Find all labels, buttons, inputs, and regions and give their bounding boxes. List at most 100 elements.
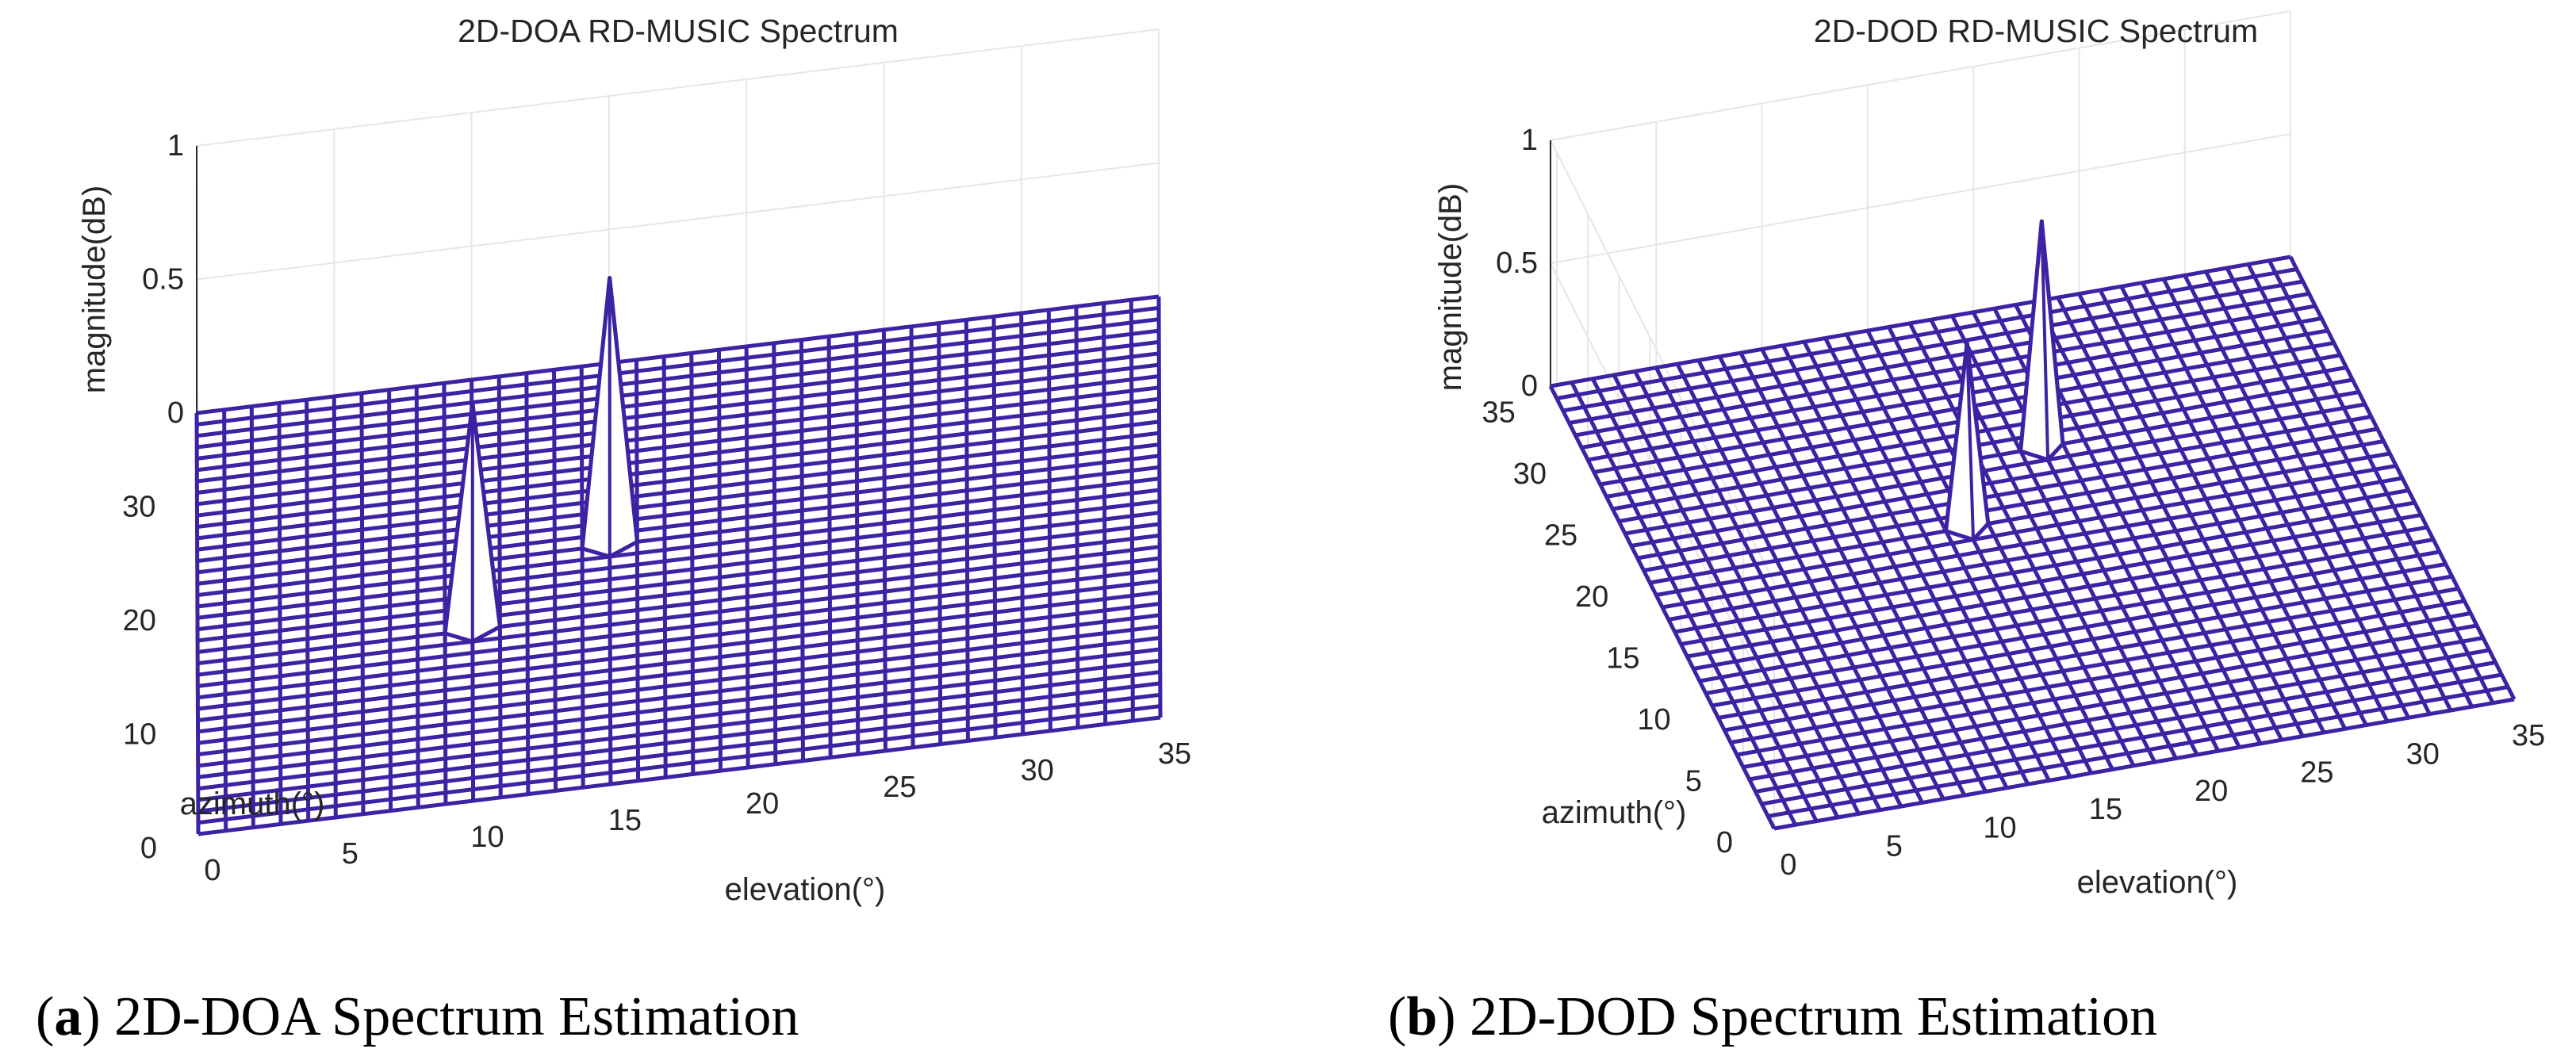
y-axis-label: azimuth(°) bbox=[1542, 795, 1687, 830]
mesh-row bbox=[1712, 574, 2453, 708]
mesh-row bbox=[1767, 685, 2509, 818]
mesh-row bbox=[1705, 562, 2447, 695]
mesh-column bbox=[552, 369, 558, 791]
mesh-row bbox=[197, 511, 1160, 632]
mesh-row bbox=[197, 681, 1161, 802]
peak-spike bbox=[1944, 341, 1991, 542]
mesh-column bbox=[222, 409, 228, 831]
z-tick-label: 0.5 bbox=[1496, 247, 1538, 280]
mesh-row bbox=[1668, 488, 2409, 622]
mesh-column bbox=[524, 373, 531, 794]
mesh-column bbox=[2204, 270, 2432, 715]
mesh-column bbox=[414, 386, 420, 808]
mesh-row bbox=[197, 590, 1160, 711]
mesh-row bbox=[196, 328, 1160, 450]
y-tick-label: 5 bbox=[1685, 765, 1702, 798]
mesh-column bbox=[991, 316, 998, 738]
peak-ridge bbox=[1965, 343, 1975, 540]
mesh-column bbox=[1129, 300, 1135, 721]
mesh-row bbox=[1649, 341, 2390, 585]
mesh-row bbox=[197, 636, 1160, 756]
mesh-row bbox=[196, 362, 1160, 484]
mesh-column bbox=[359, 392, 366, 814]
mesh-row bbox=[1723, 599, 2465, 733]
mesh-column bbox=[2056, 297, 2284, 741]
mesh-row bbox=[197, 454, 1160, 575]
mesh-column bbox=[1718, 355, 1945, 800]
y-tick-label: 25 bbox=[1544, 519, 1577, 553]
mesh-column bbox=[1548, 385, 1777, 830]
mesh-row bbox=[197, 602, 1160, 722]
mesh-row bbox=[1550, 255, 2291, 388]
mesh-column bbox=[661, 356, 668, 778]
mesh-column bbox=[854, 333, 861, 755]
mesh-row bbox=[1631, 415, 2372, 548]
mesh-column bbox=[2141, 281, 2368, 726]
mesh-column bbox=[1781, 344, 2009, 789]
mesh-row bbox=[197, 431, 1160, 552]
mesh-row bbox=[197, 419, 1160, 541]
mesh-column bbox=[1887, 326, 2114, 771]
mesh-column bbox=[909, 326, 915, 748]
y-tick-label: 15 bbox=[1606, 642, 1639, 676]
mesh-column bbox=[305, 400, 311, 821]
y-tick-label: 10 bbox=[1637, 703, 1670, 737]
mesh-column bbox=[2034, 300, 2263, 745]
mesh-row bbox=[1749, 648, 2490, 782]
x-tick-label: 10 bbox=[1983, 811, 2016, 844]
mesh-row bbox=[1569, 292, 2310, 425]
mesh-row bbox=[197, 579, 1160, 700]
mesh-column bbox=[1102, 303, 1108, 725]
mesh-row bbox=[1699, 549, 2440, 683]
panel-doa: 0 5 10 15 20 25 30 35 0 10 20 30 0 0.5 1 2D-DOA RD-MUS… bbox=[36, 13, 1191, 1047]
mesh-column bbox=[194, 412, 201, 835]
mesh-row bbox=[1618, 219, 2359, 523]
x-tick-label: 35 bbox=[1158, 737, 1191, 771]
mesh-column bbox=[2267, 259, 2495, 704]
mesh-row bbox=[197, 670, 1161, 791]
mesh-row bbox=[1755, 660, 2496, 794]
mesh-column bbox=[2246, 263, 2474, 708]
x-tick-label: 20 bbox=[746, 787, 779, 821]
caption: (a) 2D-DOA Spectrum Estimation bbox=[36, 986, 799, 1047]
y-tick-label: 30 bbox=[122, 490, 155, 523]
mesh-column bbox=[442, 383, 448, 805]
mesh-column bbox=[1612, 373, 1840, 819]
mesh-column bbox=[277, 403, 283, 825]
caption-label: a bbox=[54, 986, 82, 1047]
caption-text: 2D-DOA Spectrum Estimation bbox=[114, 986, 799, 1047]
x-tick-label: 5 bbox=[342, 837, 358, 871]
mesh-row bbox=[197, 374, 1160, 495]
mesh-row bbox=[1718, 587, 2459, 720]
mesh-column bbox=[744, 346, 750, 767]
mesh-row bbox=[1686, 525, 2428, 659]
mesh-row bbox=[1761, 672, 2502, 806]
mesh-column bbox=[1823, 337, 2051, 782]
x-tick-label: 5 bbox=[1886, 830, 1903, 863]
mesh-row bbox=[1637, 427, 2379, 561]
mesh-row bbox=[1655, 464, 2397, 597]
mesh-row bbox=[197, 624, 1160, 745]
mesh-column bbox=[689, 353, 696, 775]
mesh-column bbox=[332, 396, 338, 818]
mesh-row bbox=[1692, 538, 2434, 671]
z-tick-label: 1 bbox=[167, 129, 184, 163]
mesh-column bbox=[1844, 333, 2072, 778]
surface-mesh bbox=[1548, 219, 2517, 831]
chart-title: 2D-DOD RD-MUSIC Spectrum bbox=[1814, 13, 2258, 49]
mesh-column bbox=[249, 406, 255, 828]
y-tick-label: 0 bbox=[1716, 826, 1733, 859]
x-tick-label: 25 bbox=[2300, 756, 2333, 790]
z-tick-label: 0 bbox=[167, 396, 184, 430]
caption: (b) 2D-DOD Spectrum Estimation bbox=[1388, 986, 2157, 1047]
mesh-row bbox=[1643, 439, 2384, 572]
mesh-column bbox=[2077, 293, 2305, 737]
mesh-row bbox=[197, 533, 1160, 654]
mesh-column bbox=[1156, 296, 1163, 718]
mesh-row bbox=[197, 715, 1161, 836]
mesh-column bbox=[1802, 340, 2030, 786]
z-axis-label: magnitude(dB) bbox=[77, 186, 112, 393]
mesh-column bbox=[881, 329, 887, 751]
mesh-row bbox=[197, 465, 1160, 586]
